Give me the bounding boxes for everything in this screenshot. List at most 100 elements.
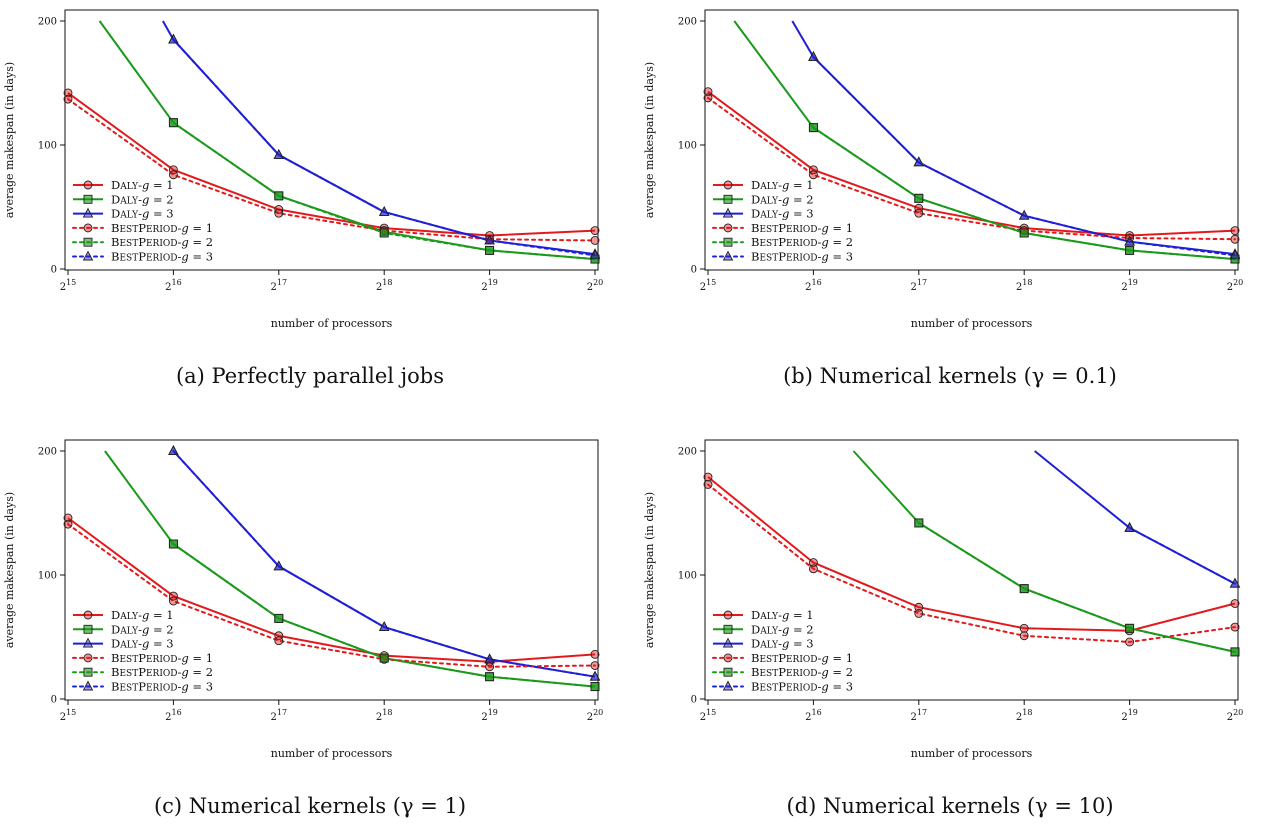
data-point-0 [590, 649, 600, 659]
series-line-2 [172, 450, 596, 678]
data-point-0 [63, 513, 73, 523]
chart-svg-a: 0 100 200 215 216 217 218 219 220 number of proce… [3, 9, 604, 330]
legend-marker [722, 250, 734, 261]
data-point-3 [914, 608, 924, 618]
legend-label: BESTPERIOD-g = 3 [751, 680, 853, 694]
legend-marker [723, 194, 733, 204]
legend-label: DALY-g = 2 [751, 622, 814, 636]
plot-frame [704, 439, 1239, 701]
legend-marker [723, 653, 733, 663]
data-point-0 [808, 165, 818, 175]
data-point-5 [808, 50, 819, 61]
data-point-4 [1019, 584, 1029, 594]
data-point-3 [274, 208, 284, 218]
data-point-0 [590, 226, 600, 236]
plot-frame [64, 9, 599, 271]
series-line-5 [812, 56, 1236, 257]
data-point-0 [808, 558, 818, 568]
series-line-3 [707, 483, 1236, 644]
data-point-3 [63, 519, 73, 529]
data-point-3 [703, 480, 713, 489]
legend-marker [83, 237, 93, 247]
legend-marker [723, 667, 733, 677]
legend-marker [723, 610, 733, 620]
data-point-3 [1230, 234, 1240, 244]
x-tick-label: 219 [481, 278, 498, 293]
data-point-5 [1124, 235, 1135, 246]
legend-label: BESTPERIOD-g = 3 [751, 250, 853, 264]
data-point-4 [914, 193, 924, 203]
x-tick-label: 215 [700, 278, 717, 293]
caption-c: (c) Numerical kernels (γ = 1) [153, 794, 467, 818]
data-point-0 [63, 88, 73, 98]
x-tick-label: 215 [60, 708, 77, 723]
legend-marker [723, 624, 733, 634]
markers [63, 445, 601, 692]
legend-label: BESTPERIOD-g = 1 [751, 221, 853, 235]
caption-d: (d) Numerical kernels (γ = 10) [786, 794, 1114, 818]
legend-marker [82, 637, 94, 648]
data-point-3 [63, 94, 73, 104]
caption-a: (a) Perfectly parallel jobs [175, 364, 445, 388]
data-point-3 [1019, 631, 1029, 641]
x-tick-label: 216 [805, 278, 822, 293]
x-tick-label: 218 [1016, 708, 1033, 723]
x-axis-title: number of processors [911, 747, 1033, 760]
series-line-1 [852, 450, 1236, 653]
data-point-0 [703, 472, 713, 482]
legend-marker [82, 250, 94, 261]
y-tick-label: 0 [51, 265, 57, 276]
plot-area [707, 20, 1236, 261]
legend-label: BESTPERIOD-g = 2 [111, 235, 213, 249]
chart-svg-c: 0 100 200 215 216 217 218 219 220 number of proce… [3, 439, 603, 760]
y-axis-title: average makespan (in days) [643, 62, 656, 218]
data-point-3 [1230, 622, 1240, 632]
markers [703, 472, 1241, 657]
data-point-3 [1125, 637, 1135, 647]
legend-marker [723, 180, 733, 190]
y-tick-label: 200 [678, 17, 697, 28]
legend-marker [83, 610, 93, 620]
data-point-4 [274, 613, 284, 623]
data-point-4 [914, 518, 924, 528]
y-tick-label: 0 [691, 695, 697, 706]
x-tick-label: 216 [165, 708, 182, 723]
x-tick-label: 217 [911, 708, 928, 723]
x-tick-label: 218 [376, 278, 393, 293]
legend-label: DALY-g = 2 [751, 192, 814, 206]
plot-area [67, 450, 596, 688]
data-point-4 [1125, 623, 1135, 633]
series-line-1 [98, 20, 596, 261]
data-point-0 [1230, 599, 1240, 608]
data-point-5 [273, 560, 285, 571]
legend-label: DALY-g = 3 [751, 207, 814, 221]
x-tick-label: 219 [1121, 708, 1138, 723]
data-point-5 [168, 33, 179, 44]
data-point-5 [273, 148, 285, 159]
y-tick-label: 100 [678, 141, 697, 152]
x-tick-label: 218 [376, 708, 393, 723]
plot-area [67, 20, 596, 261]
series-line-3 [707, 96, 1236, 241]
legend-label: DALY-g = 2 [111, 622, 174, 636]
y-tick-label: 100 [38, 571, 57, 582]
series-line-0 [707, 476, 1236, 632]
y-tick-label: 0 [691, 265, 697, 276]
y-tick-label: 200 [38, 447, 57, 458]
data-point-5 [1018, 209, 1030, 220]
series-line-3 [67, 523, 596, 668]
data-point-5 [589, 249, 601, 260]
y-tick-label: 200 [678, 447, 697, 458]
data-point-0 [914, 203, 924, 213]
legend-marker [723, 223, 733, 233]
data-point-5 [168, 445, 179, 455]
legend-label: DALY-g = 3 [111, 637, 174, 651]
data-point-4 [168, 539, 178, 549]
data-point-5 [589, 670, 601, 681]
x-tick-label: 220 [587, 278, 604, 293]
series-line-4 [917, 521, 1236, 653]
legend-label: DALY-g = 2 [111, 192, 174, 206]
data-point-4 [808, 123, 818, 133]
x-tick-label: 219 [481, 708, 498, 723]
